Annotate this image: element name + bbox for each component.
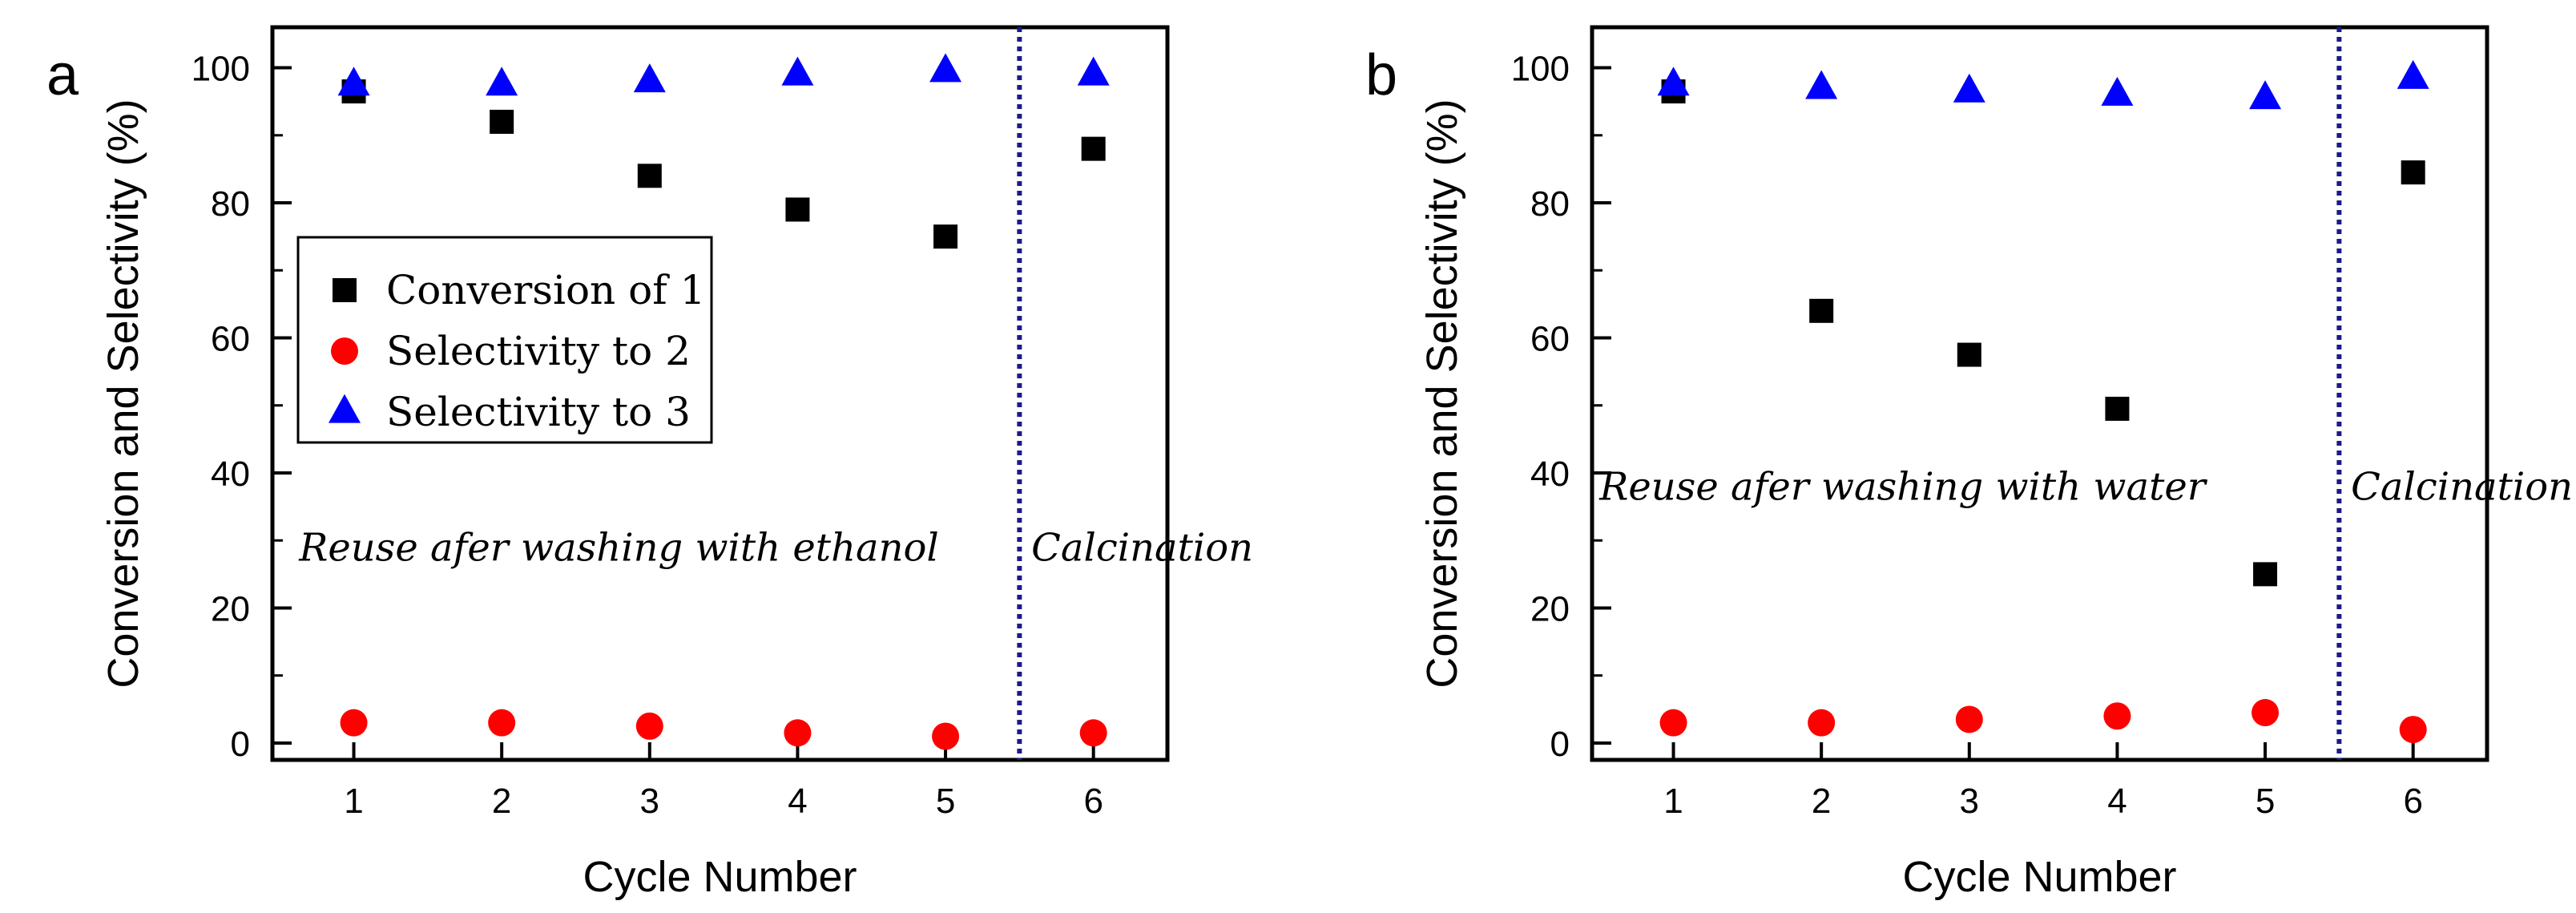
x-tick-label: 6	[2403, 782, 2422, 821]
data-point	[784, 719, 812, 747]
x-tick-label: 3	[640, 782, 659, 821]
y-tick-label: 0	[1550, 725, 1570, 764]
data-point	[1657, 67, 1690, 96]
data-point	[933, 224, 958, 249]
series-triangle	[337, 53, 1110, 96]
data-point	[929, 53, 962, 83]
data-point	[337, 67, 370, 96]
y-axis-title: Conversion and Selectivity (%)	[1418, 99, 1466, 688]
data-point	[2397, 59, 2429, 89]
data-point	[1081, 136, 1106, 161]
calcination-annotation: Calcination	[1031, 525, 1253, 570]
series-square	[1661, 79, 2425, 587]
data-point	[488, 709, 516, 737]
data-point	[486, 67, 518, 96]
legend-marker	[333, 278, 357, 302]
series-triangle	[1657, 59, 2429, 110]
data-point	[785, 197, 810, 222]
x-tick-label: 4	[788, 782, 807, 821]
reuse-annotation: Reuse afer washing with water	[1598, 465, 2208, 510]
data-point	[2101, 76, 2134, 106]
data-point	[1808, 709, 1836, 737]
legend: Conversion of 1 Selectivity to 2 Selectivi…	[296, 236, 713, 444]
data-point	[490, 109, 514, 134]
x-tick-label: 1	[1663, 782, 1683, 821]
y-tick-label: 100	[191, 50, 250, 89]
x-tick-label: 5	[936, 782, 955, 821]
x-axis-title: Cycle Number	[1902, 853, 2176, 901]
legend-box	[296, 236, 713, 444]
series-circle	[340, 709, 1107, 750]
data-point	[637, 164, 662, 188]
data-point	[781, 56, 814, 86]
y-tick-label: 80	[1530, 184, 1570, 224]
x-axis-title: Cycle Number	[583, 853, 857, 901]
data-point	[633, 63, 666, 93]
x-tick-label: 3	[1960, 782, 1979, 821]
x-tick-label: 1	[344, 782, 363, 821]
plot-frame	[270, 25, 1170, 762]
data-point	[2249, 80, 2282, 110]
legend-label: Selectivity to 3	[386, 389, 691, 435]
data-point	[2105, 396, 2130, 421]
data-point	[2251, 699, 2280, 727]
legend-marker	[329, 394, 361, 423]
y-tick-label: 80	[211, 184, 250, 224]
y-tick-label: 40	[1530, 454, 1570, 494]
data-point	[1955, 705, 1983, 733]
data-point	[2103, 702, 2131, 730]
data-point	[635, 712, 663, 740]
y-tick-label: 20	[211, 589, 250, 628]
y-tick-label: 60	[1530, 320, 1570, 359]
panel-label: a	[46, 43, 79, 107]
series-circle	[1659, 699, 2427, 744]
x-tick-label: 2	[492, 782, 511, 821]
y-tick-label: 40	[211, 454, 250, 494]
panel-label: b	[1365, 43, 1397, 107]
data-point	[932, 722, 960, 750]
reuse-annotation: Reuse afer washing with ethanol	[298, 525, 939, 570]
data-point	[2401, 160, 2425, 185]
y-tick-label: 100	[1511, 50, 1570, 89]
y-tick-label: 0	[231, 725, 250, 764]
data-point	[340, 709, 368, 737]
legend-label: Conversion of 1	[386, 267, 705, 313]
plot-frame	[1590, 25, 2489, 762]
data-point	[1659, 709, 1687, 737]
legend-label: Selectivity to 2	[386, 328, 691, 374]
legend-marker	[331, 337, 358, 365]
y-axis-title: Conversion and Selectivity (%)	[99, 99, 147, 688]
x-tick-label: 5	[2256, 782, 2275, 821]
y-tick-label: 60	[211, 320, 250, 359]
x-tick-label: 2	[1812, 782, 1831, 821]
x-tick-label: 6	[1083, 782, 1103, 821]
data-point	[1079, 719, 1107, 747]
series-square	[341, 79, 1106, 249]
data-point	[1809, 298, 1834, 323]
data-point	[1077, 56, 1110, 86]
calcination-annotation: Calcination	[2351, 465, 2573, 510]
data-point	[1957, 342, 1981, 367]
data-point	[2253, 562, 2278, 587]
data-point	[2399, 716, 2427, 744]
y-tick-label: 20	[1530, 589, 1570, 628]
x-tick-label: 4	[2107, 782, 2127, 821]
data-point	[1805, 70, 1838, 99]
data-point	[1953, 73, 1985, 103]
